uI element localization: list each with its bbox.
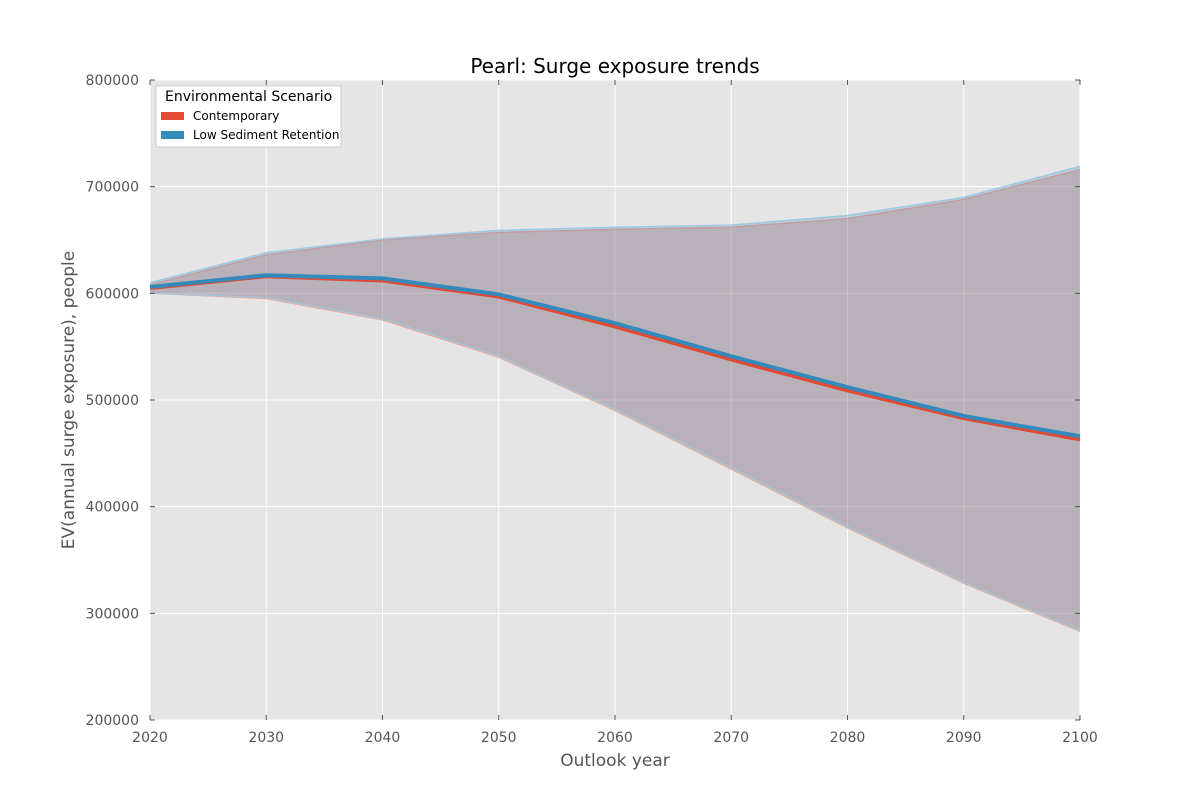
x-tick-label: 2060 bbox=[597, 730, 633, 746]
band-lower-edge bbox=[149, 292, 1081, 631]
band-lower-edge bbox=[149, 292, 1081, 633]
band-upper-edge bbox=[149, 168, 1081, 286]
legend-label-low-sediment-retention: Low Sediment Retention bbox=[193, 128, 339, 142]
x-tick-label: 2100 bbox=[1062, 730, 1098, 746]
y-tick-label: 300000 bbox=[86, 606, 139, 622]
band-upper-edge bbox=[149, 165, 1081, 284]
y-tick-label: 700000 bbox=[86, 180, 139, 196]
legend-swatch-contemporary bbox=[161, 112, 184, 120]
x-tick-label: 2070 bbox=[713, 730, 749, 746]
gridlines bbox=[149, 79, 1081, 721]
legend-box bbox=[155, 85, 342, 148]
x-tick-label: 2050 bbox=[481, 730, 517, 746]
x-tick-labels: 2020 2030 2040 2050 2060 2070 2080 2090 2100 bbox=[132, 730, 1098, 746]
series-line-low-sediment-retention bbox=[149, 273, 1081, 439]
y-tick-label: 400000 bbox=[86, 500, 139, 516]
confidence-band-contemporary bbox=[150, 169, 1080, 632]
y-tick-label: 200000 bbox=[86, 713, 139, 729]
x-tick-label: 2020 bbox=[132, 730, 168, 746]
legend: Environmental Scenario Contemporary Low … bbox=[155, 85, 342, 148]
y-tick-label: 600000 bbox=[86, 286, 139, 302]
x-tick-label: 2080 bbox=[830, 730, 866, 746]
y-axis-title: EV(annual surge exposure), people bbox=[59, 251, 79, 549]
x-tick-label: 2090 bbox=[946, 730, 982, 746]
axis-ticks bbox=[149, 79, 1081, 721]
legend-title: Environmental Scenario bbox=[165, 89, 332, 105]
chart-title: Pearl: Surge exposure trends bbox=[470, 54, 759, 78]
legend-label-contemporary: Contemporary bbox=[193, 109, 279, 123]
legend-swatch-low-sediment-retention bbox=[161, 131, 184, 139]
y-tick-label: 800000 bbox=[86, 73, 139, 89]
y-tick-label: 500000 bbox=[86, 393, 139, 409]
y-tick-labels: 200000 300000 400000 500000 600000 700000 8000… bbox=[86, 73, 139, 729]
series-lines bbox=[149, 273, 1081, 442]
x-tick-label: 2030 bbox=[248, 730, 284, 746]
x-tick-label: 2040 bbox=[365, 730, 401, 746]
x-axis-title: Outlook year bbox=[560, 751, 670, 771]
